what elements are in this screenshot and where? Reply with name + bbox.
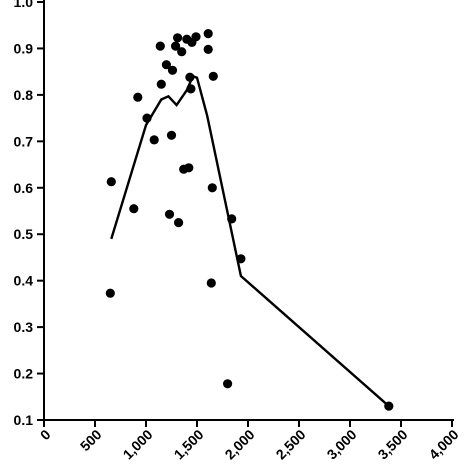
data-point [206,278,216,288]
x-tick-label: 2,500 [273,426,309,462]
data-point [227,214,237,224]
data-point [223,379,233,389]
x-tick-label: 0 [37,426,54,443]
x-tick-label: 3,500 [375,426,411,462]
data-point [156,79,166,89]
data-point [171,41,181,51]
trend-line [110,74,390,408]
x-tick-label: 4,000 [426,426,462,462]
tick-labels: 0.1 0.2 0.3 0.4 0.5 0.6 0.7 0.8 0.9 1.0 0 500 1,000 1… [14,0,462,462]
x-tick-label: 2,000 [222,426,258,462]
data-point [207,183,217,193]
data-points [105,28,394,411]
data-point [203,44,213,55]
data-point [167,65,178,75]
data-point [236,254,246,264]
y-tick-label: 0.8 [14,87,34,103]
data-point [133,92,143,102]
data-point [129,204,139,214]
y-tick-label: 0.3 [14,319,34,335]
y-tick-label: 0.4 [14,273,34,289]
data-point [155,41,165,51]
data-point [105,288,115,298]
axes [43,0,454,421]
trend-line-group [110,74,390,408]
data-point [142,113,152,123]
data-point [149,135,159,145]
x-tick-label: 1,500 [171,426,207,462]
data-point [191,32,201,42]
data-point [177,47,187,57]
y-tick-label: 0.9 [14,40,34,56]
y-tick-label: 0.5 [14,226,34,242]
y-tick-label: 0.2 [14,366,34,382]
data-point [174,218,184,228]
y-tick-label: 1.0 [14,0,34,10]
data-point [185,72,195,82]
y-tick-label: 0.1 [14,412,34,428]
data-point [203,28,213,39]
tick-marks [37,1,453,427]
data-point [164,209,175,219]
y-tick-label: 0.6 [14,180,34,196]
data-point [384,401,394,411]
x-tick-label: 500 [77,426,105,454]
data-point [184,163,194,173]
data-point [208,71,218,81]
x-tick-label: 1,000 [120,426,156,462]
x-tick-label: 3,000 [324,426,360,462]
data-point [166,130,177,140]
y-tick-label: 0.7 [14,133,34,149]
data-point [106,177,116,187]
data-point [161,60,171,70]
data-point [186,84,196,94]
data-point [173,33,183,43]
